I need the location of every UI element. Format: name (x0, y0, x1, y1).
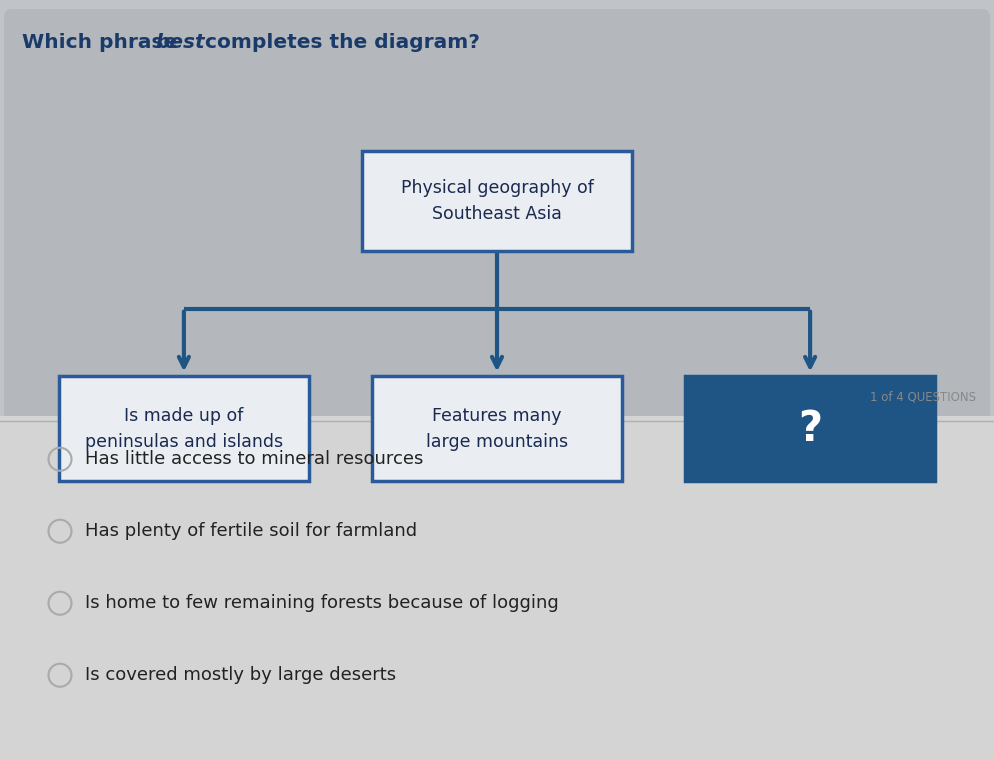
Text: Is made up of
peninsulas and islands: Is made up of peninsulas and islands (84, 407, 283, 451)
Bar (0, 416, 994, 759)
FancyBboxPatch shape (372, 376, 622, 481)
Text: Is home to few remaining forests because of logging: Is home to few remaining forests because… (85, 594, 559, 613)
Text: Has plenty of fertile soil for farmland: Has plenty of fertile soil for farmland (85, 522, 417, 540)
Text: best: best (155, 33, 205, 52)
FancyBboxPatch shape (59, 376, 309, 481)
Text: 1 of 4 QUESTIONS: 1 of 4 QUESTIONS (870, 390, 976, 403)
FancyBboxPatch shape (4, 9, 990, 424)
FancyBboxPatch shape (685, 376, 935, 481)
FancyBboxPatch shape (362, 151, 632, 251)
Text: Is covered mostly by large deserts: Is covered mostly by large deserts (85, 666, 397, 685)
Text: Has little access to mineral resources: Has little access to mineral resources (85, 450, 423, 468)
Text: Which phrase: Which phrase (22, 33, 184, 52)
Text: completes the diagram?: completes the diagram? (198, 33, 479, 52)
Text: Physical geography of
Southeast Asia: Physical geography of Southeast Asia (401, 179, 593, 223)
Text: Features many
large mountains: Features many large mountains (426, 407, 568, 451)
Text: ?: ? (798, 408, 822, 450)
